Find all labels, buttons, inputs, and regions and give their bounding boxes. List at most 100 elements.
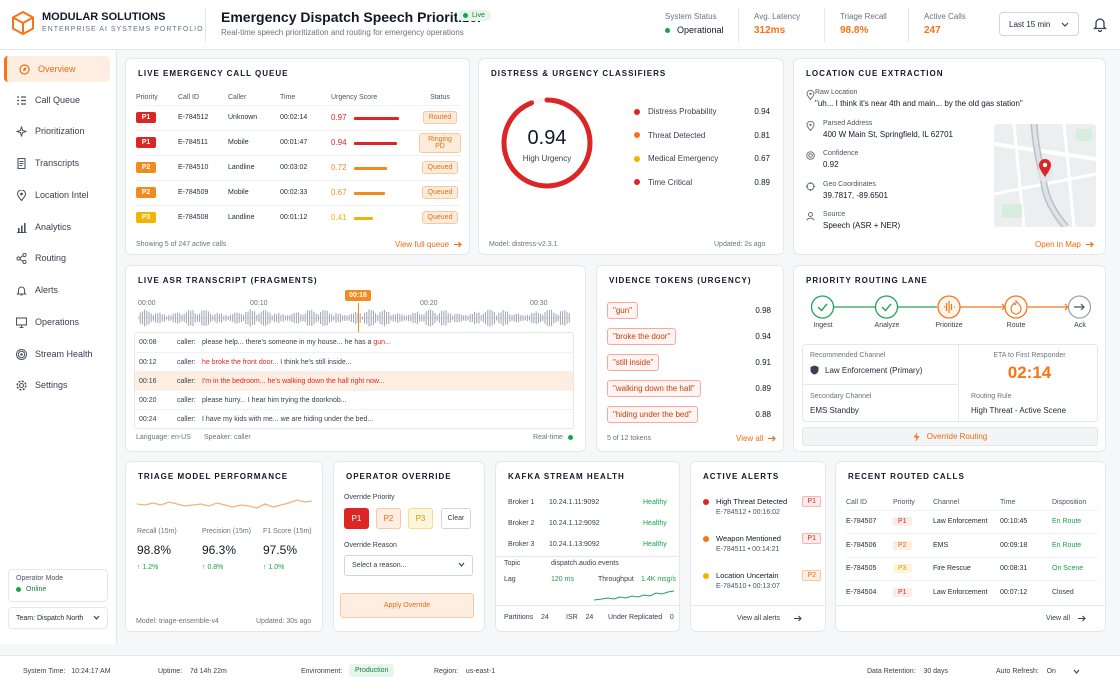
call-time: 00:10:45 [1000, 518, 1028, 526]
priority-badge: P1 [136, 137, 156, 148]
playhead-line[interactable] [358, 303, 359, 332]
sidebar-item-transcripts[interactable]: Transcripts [4, 150, 110, 176]
view-all-alerts-link[interactable]: View all alerts [737, 615, 803, 622]
classifier-value: 0.94 [754, 107, 770, 117]
call-id: E-784511 [178, 139, 208, 146]
transcript-line[interactable]: 00:24 caller: I have my kids with me... we… [135, 409, 573, 428]
override-p3-button[interactable]: P3 [408, 508, 433, 529]
team-select[interactable]: Team: Dispatch North [8, 607, 108, 629]
disposition: On Scene [1052, 565, 1084, 573]
time-range-value: Last 15 min [1009, 19, 1051, 29]
playhead-label[interactable]: 00:16 [345, 290, 371, 301]
stat-value: 98.8% [840, 25, 869, 36]
priority-badge: P1 [893, 517, 912, 527]
alert-dot-icon [703, 536, 709, 542]
audio-waveform[interactable] [138, 308, 570, 328]
arrow-right-icon [768, 435, 777, 442]
line-highlight: he broke the front door... [202, 358, 279, 366]
bar-chart-icon [17, 222, 27, 233]
metric-value: 98.8% [137, 543, 172, 557]
call-id: E-784510 [178, 164, 209, 171]
alert-item[interactable]: High Threat Detected E-784512 • 00:16:02 P… [703, 496, 821, 533]
recent-call-row[interactable]: E-784507 P1 Law Enforcement 00:10:45 En Rout… [846, 510, 1098, 534]
queue-row[interactable]: P3 E-784508 Landline 00:01:12 0.41 Queued [136, 205, 461, 230]
eta-value: 02:14 [1007, 363, 1052, 382]
transcript-line[interactable]: 00:16 caller: I'm in the bedroom... he's w… [135, 371, 573, 390]
token-score: 0.88 [755, 409, 771, 419]
sidebar-item-settings[interactable]: Settings [4, 372, 110, 398]
override-routing-button[interactable]: Override Routing [802, 427, 1098, 446]
lag-value: 120 ms [551, 576, 574, 583]
view-all-recent-link[interactable]: View all [1046, 615, 1087, 622]
auto-refresh-select[interactable]: Auto Refresh: On [996, 668, 1080, 675]
sidebar-item-alerts[interactable]: Alerts [4, 277, 110, 303]
card-title: OPERATOR OVERRIDE [346, 472, 452, 481]
kafka-card: KAFKA STREAM HEALTH Broker 1 10.24.1.11:9… [495, 461, 680, 632]
throughput-label: Throughput [598, 576, 634, 583]
queue-row[interactable]: P1 E-784511 Mobile 00:01:47 0.94 Ringing PD [136, 130, 461, 155]
sidebar-item-analytics[interactable]: Analytics [4, 214, 110, 240]
time-range-select[interactable]: Last 15 min [999, 12, 1079, 36]
sidebar-item-overview[interactable]: Overview [4, 56, 110, 82]
alert-item[interactable]: Location Uncertain E-784510 • 00:13:07 P2 [703, 570, 821, 607]
broker-name: Broker 2 [508, 520, 535, 527]
override-reason-select[interactable]: Select a reason... [344, 555, 473, 576]
classifier-row: Medical Emergency 0.67 [634, 147, 770, 171]
sidebar-item-prioritization[interactable]: Prioritization [4, 118, 110, 144]
alert-item[interactable]: Weapon Mentioned E-784511 • 00:14:21 P1 [703, 533, 821, 570]
stat-label: System Status [665, 12, 717, 21]
queue-row[interactable]: P2 E-784510 Landline 00:03:02 0.72 Queued [136, 155, 461, 180]
map-thumbnail[interactable] [994, 124, 1096, 227]
transcript-line[interactable]: 00:20 caller: please hurry... I hear him t… [135, 390, 573, 409]
share-icon [16, 252, 27, 264]
rule-value: High Threat - Active Scene [971, 406, 1067, 415]
line-time: 00:20 [139, 396, 157, 404]
view-full-queue-link[interactable]: View full queue [395, 240, 463, 249]
view-all-tokens-link[interactable]: View all [736, 434, 777, 443]
realtime-label: Real-time [533, 434, 563, 441]
call-time: 00:02:33 [280, 189, 308, 196]
arrow-right-icon [794, 615, 802, 622]
queue-row[interactable]: P2 E-784509 Mobile 00:02:33 0.67 Queued [136, 180, 461, 205]
field-value: "uh... I think it's near 4th and main...… [815, 99, 1023, 108]
stat-value: 312ms [754, 25, 786, 36]
call-time: 00:02:14 [280, 114, 308, 121]
bell-icon[interactable] [1092, 16, 1108, 34]
open-in-map-link[interactable]: Open in Map [1035, 240, 1095, 249]
token-text: "still inside" [607, 353, 660, 371]
field-label: Confidence [823, 150, 859, 157]
evidence-token[interactable]: "hiding under the bed" 0.88 [607, 401, 771, 427]
sidebar-item-call-queue[interactable]: Call Queue [4, 87, 110, 113]
clear-button[interactable]: Clear [441, 508, 471, 529]
transcript-line[interactable]: 00:08 caller: please help... there's someo… [135, 333, 573, 352]
evidence-token[interactable]: "still inside" 0.91 [607, 349, 771, 375]
score-value: 0.41 [331, 213, 347, 223]
evidence-token[interactable]: "walking down the hall" 0.89 [607, 375, 771, 401]
transcript-line[interactable]: 00:12 caller: he broke the front door... I… [135, 352, 573, 371]
apply-override-button[interactable]: Apply Override [340, 593, 474, 618]
recent-call-row[interactable]: E-784505 P3 Fire Rescue 00:08:31 On Scene [846, 557, 1098, 581]
alert-title: Weapon Mentioned [716, 534, 781, 543]
card-title: RECENT ROUTED CALLS [848, 472, 965, 481]
override-p1-button[interactable]: P1 [344, 508, 369, 529]
recommended-suffix: (Primary) [889, 365, 923, 375]
recent-call-row[interactable]: E-784506 P2 EMS 00:09:18 En Route [846, 533, 1098, 558]
sidebar-item-label: Settings [35, 380, 68, 390]
evidence-token[interactable]: "broke the door" 0.94 [607, 323, 771, 349]
alert-priority-badge: P1 [802, 533, 821, 544]
metric-delta-value: 1.0% [268, 564, 285, 571]
channel: Law Enforcement [933, 518, 988, 526]
queue-row[interactable]: P1 E-784512 Unknown 00:02:14 0.97 Routed [136, 105, 461, 130]
metric-delta-value: 1.2% [142, 564, 159, 571]
sidebar-item-stream-health[interactable]: Stream Health [4, 341, 110, 367]
evidence-token[interactable]: "gun" 0.98 [607, 297, 771, 323]
sidebar-item-location-intel[interactable]: Location Intel [4, 182, 110, 208]
override-p2-button[interactable]: P2 [376, 508, 401, 529]
sidebar-item-operations[interactable]: Operations [4, 309, 110, 335]
sidebar-item-routing[interactable]: Routing [4, 245, 110, 271]
region: Region: us-east-1 [434, 668, 495, 675]
info-value: caller [233, 434, 251, 441]
recent-call-row[interactable]: E-784504 P1 Law Enforcement 00:07:12 Closed [846, 580, 1098, 605]
channel: EMS [933, 541, 949, 549]
call-id: E-784507 [846, 518, 877, 526]
